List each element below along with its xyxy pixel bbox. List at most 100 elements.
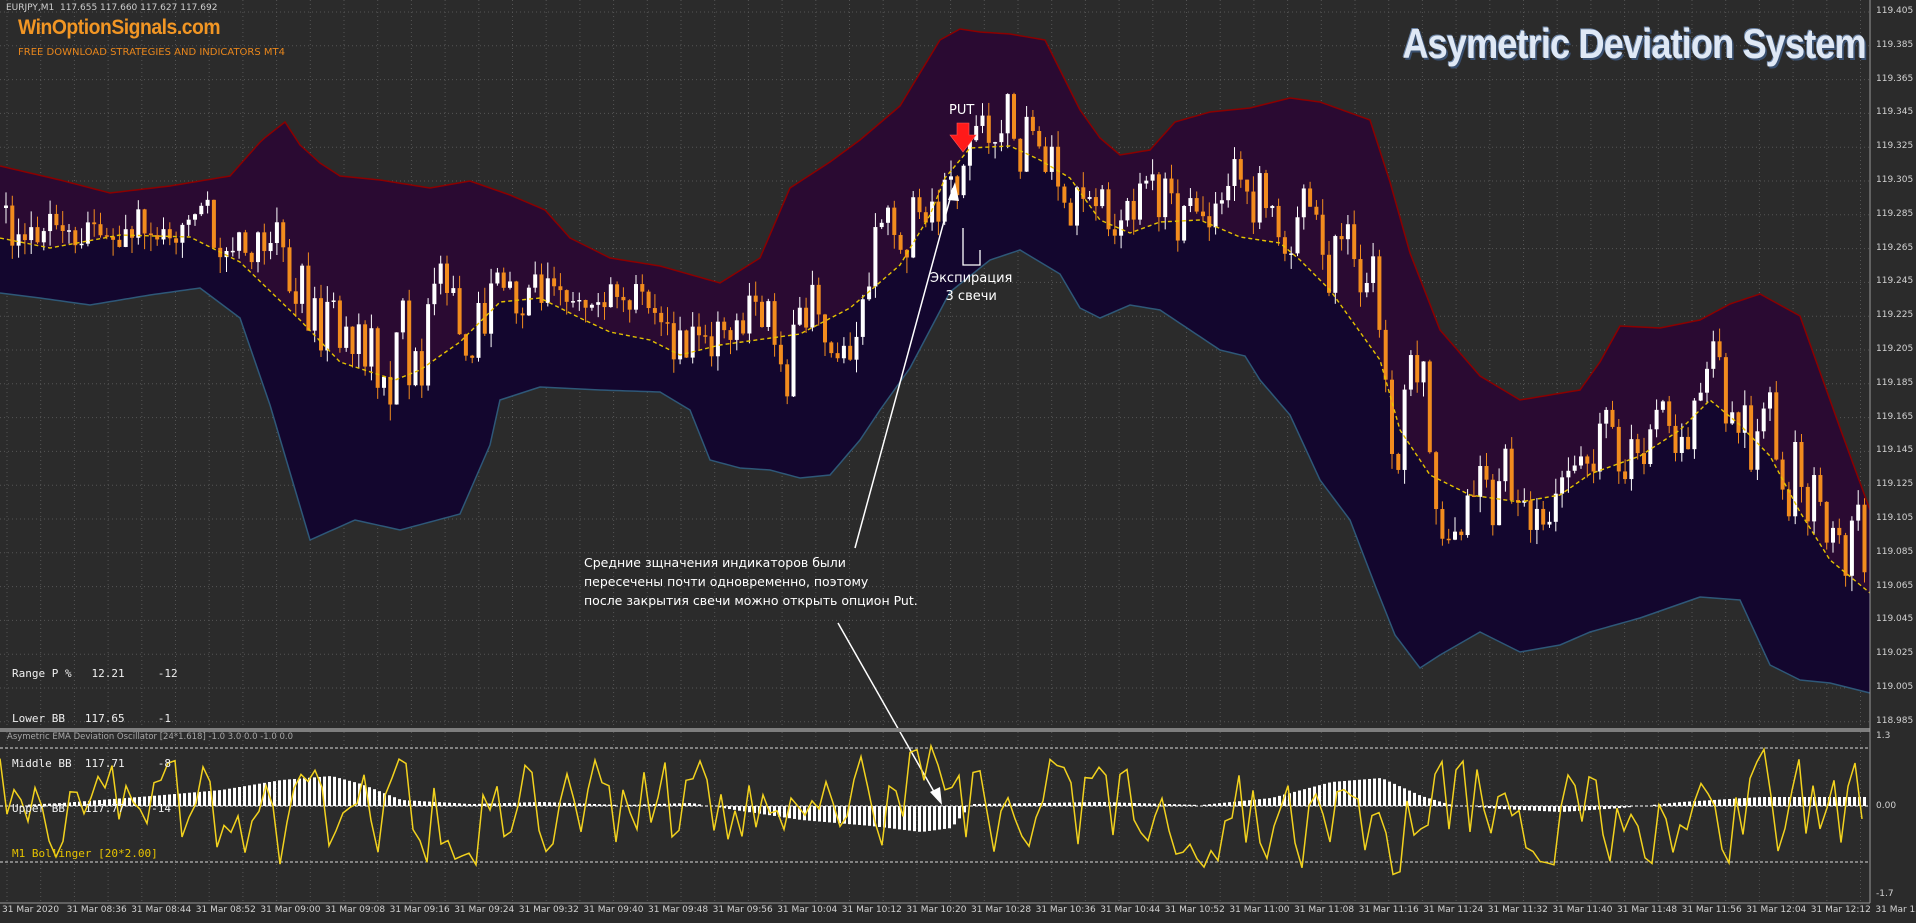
histogram-bar — [1308, 787, 1311, 806]
bull-candle — [180, 224, 185, 243]
histogram-bar — [1128, 802, 1131, 806]
bull-candle — [1679, 436, 1684, 453]
time-tick-label: 31 Mar 08:44 — [131, 905, 192, 915]
histogram-bar — [1618, 806, 1621, 809]
price-tick-label: 119.025 — [1876, 648, 1914, 659]
histogram-bar — [58, 803, 61, 806]
histogram-bar — [63, 802, 66, 806]
system-title: Asymetric Deviation System — [1402, 20, 1867, 67]
histogram-bar — [1073, 802, 1076, 806]
bear-candle — [772, 301, 777, 345]
histogram-bar — [933, 806, 936, 831]
histogram-bar — [1518, 806, 1521, 810]
note-line-1: Средние зщначения индикаторов были — [584, 555, 846, 570]
bear-candle — [722, 321, 727, 331]
bear-candle — [615, 284, 620, 297]
histogram-bar — [1018, 803, 1021, 806]
histogram-bar — [133, 797, 136, 806]
bear-candle — [1805, 486, 1810, 522]
histogram-bar — [998, 803, 1001, 806]
histogram-bar — [853, 806, 856, 825]
histogram-bar — [88, 800, 91, 806]
bull-candle — [1125, 200, 1130, 221]
bear-candle — [955, 176, 960, 196]
histogram-bar — [1118, 802, 1121, 806]
bull-candle — [1150, 174, 1155, 181]
bear-candle — [1251, 191, 1256, 223]
histogram-bar — [38, 804, 41, 806]
histogram-bar — [963, 806, 966, 813]
histogram-bar — [878, 806, 881, 827]
oscillator-line — [0, 743, 1863, 876]
histogram-bar — [1823, 797, 1826, 806]
histogram-bar — [843, 806, 846, 824]
bull-candle — [930, 201, 935, 223]
bull-candle — [1371, 256, 1376, 283]
bear-candle — [306, 265, 311, 331]
bull-candle — [48, 213, 53, 232]
time-tick-label: 31 Mar 11:08 — [1294, 905, 1355, 915]
histogram-bar — [233, 787, 236, 806]
bear-candle — [917, 197, 922, 213]
bull-candle — [1257, 173, 1262, 223]
bear-candle — [1339, 236, 1344, 240]
histogram-bar — [198, 791, 201, 806]
histogram-bar — [983, 803, 986, 806]
histogram-bar — [743, 806, 746, 812]
histogram-bar — [1343, 780, 1346, 806]
bull-candle — [993, 142, 998, 144]
bull-candle — [1478, 466, 1483, 497]
bear-candle — [728, 330, 733, 340]
bull-candle — [1226, 185, 1231, 201]
bear-candle — [1175, 193, 1180, 241]
bull-candle — [1597, 423, 1602, 472]
bear-candle — [1169, 178, 1174, 194]
histogram-bar — [328, 776, 331, 806]
bull-candle — [382, 376, 386, 388]
histogram-bar — [1218, 803, 1221, 806]
bull-candle — [1232, 159, 1237, 186]
histogram-bar — [1513, 806, 1516, 810]
histogram-bar — [1093, 802, 1096, 806]
histogram-bar — [238, 787, 241, 806]
bear-candle — [816, 284, 821, 315]
bull-candle — [949, 176, 953, 180]
bear-candle — [1434, 452, 1439, 510]
bull-candle — [841, 345, 846, 359]
histogram-bar — [1413, 792, 1416, 806]
bull-candle — [571, 301, 575, 303]
bear-candle — [564, 290, 569, 302]
bear-candle — [646, 291, 651, 309]
bull-candle — [1560, 477, 1565, 494]
histogram-bar — [1733, 798, 1736, 806]
bull-candle — [1465, 495, 1470, 536]
histogram-bar — [1188, 804, 1191, 806]
histogram-bar — [858, 806, 861, 825]
histogram-bar — [883, 806, 886, 828]
histogram-bar — [688, 803, 691, 806]
histogram-bar — [1678, 802, 1681, 806]
bull-candle — [1138, 183, 1142, 220]
bear-candle — [936, 201, 941, 222]
histogram-bar — [183, 793, 186, 806]
bull-candle — [1049, 146, 1054, 172]
pointer-arrowhead-up — [948, 182, 959, 201]
histogram-bar — [158, 795, 161, 806]
histogram-bar — [1683, 801, 1686, 806]
bull-candle — [1005, 94, 1010, 134]
histogram-bar — [373, 789, 376, 806]
bear-candle — [1541, 508, 1546, 525]
histogram-bar — [348, 780, 351, 806]
histogram-bar — [513, 802, 516, 806]
histogram-bar — [228, 788, 231, 806]
histogram-bar — [163, 794, 166, 806]
histogram-bar — [1418, 795, 1421, 806]
bull-candle — [854, 336, 859, 360]
histogram-bar — [1478, 806, 1481, 808]
histogram-bar — [398, 799, 401, 806]
bull-candle — [1503, 448, 1508, 482]
histogram-bar — [103, 799, 106, 806]
histogram-bar — [1063, 802, 1066, 806]
